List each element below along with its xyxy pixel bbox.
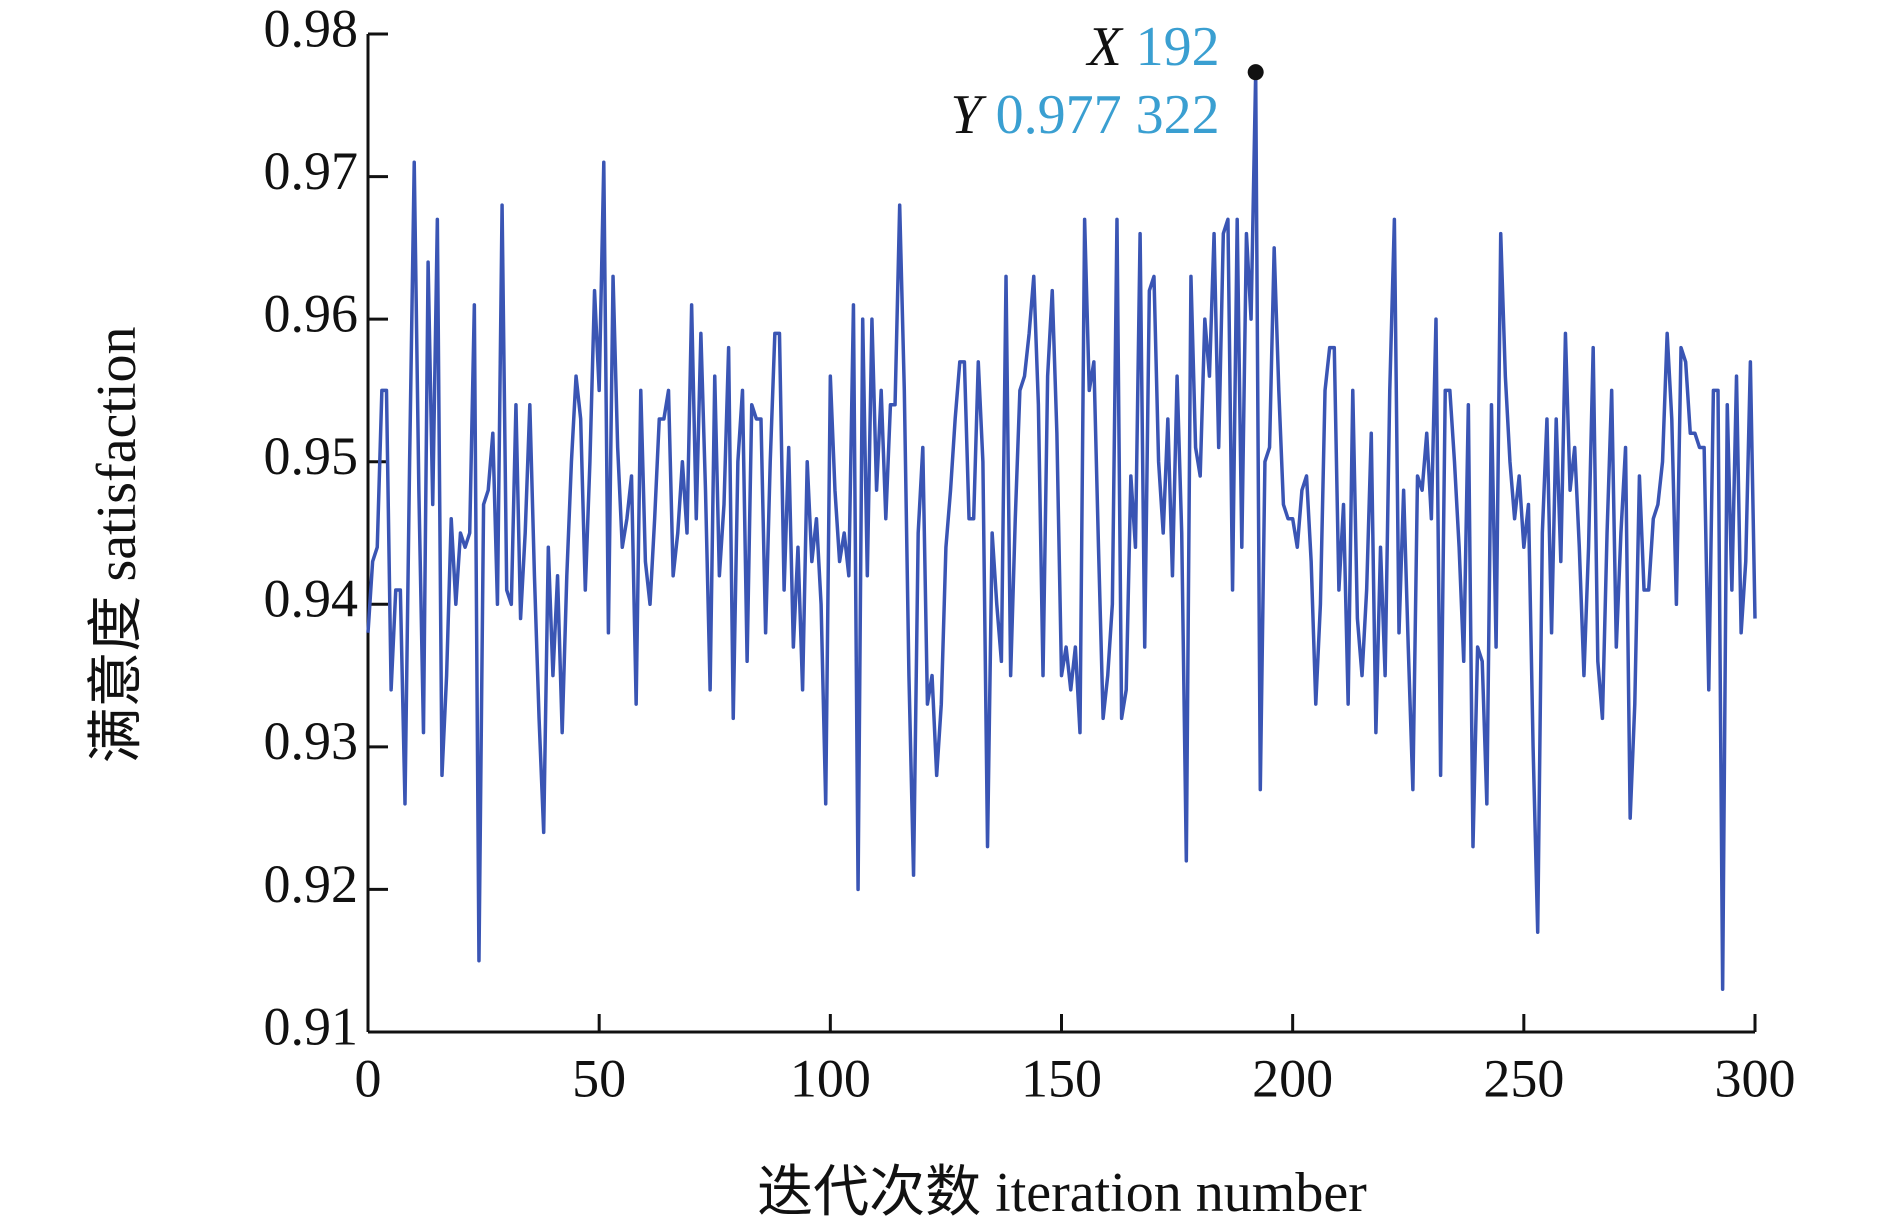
y-tick-label: 0.92: [264, 854, 359, 914]
x-tick-label: 100: [790, 1048, 871, 1108]
y-tick-label: 0.91: [264, 996, 359, 1056]
y-axis-label: 满意度 satisfaction: [86, 326, 148, 763]
x-tick-label: 300: [1715, 1048, 1796, 1108]
y-tick-label: 0.98: [264, 0, 359, 58]
data-line: [366, 70, 1757, 991]
annotation-x-name: X: [1085, 16, 1124, 78]
y-tick-label: 0.94: [264, 569, 359, 629]
annotation-y-value: 0.977 322: [996, 84, 1220, 146]
y-tick-label: 0.93: [264, 711, 359, 771]
x-tick-label: 200: [1252, 1048, 1333, 1108]
annotation-marker: [1247, 64, 1264, 81]
x-tick-label: 250: [1483, 1048, 1564, 1108]
y-tick-label: 0.95: [264, 426, 359, 486]
x-tick-label: 0: [355, 1048, 382, 1108]
x-tick-label: 50: [572, 1048, 626, 1108]
y-tick-label: 0.96: [264, 284, 359, 344]
annotation-x-value: 192: [1136, 16, 1220, 78]
x-tick-label: 150: [1021, 1048, 1102, 1108]
annotation-y-name: Y: [951, 84, 988, 146]
x-axis-label: 迭代次数 iteration number: [757, 1162, 1367, 1224]
annotation-y: Y 0.977 322: [951, 84, 1220, 146]
y-tick-label: 0.97: [264, 141, 359, 201]
annotation-x: X 192: [1085, 16, 1219, 78]
